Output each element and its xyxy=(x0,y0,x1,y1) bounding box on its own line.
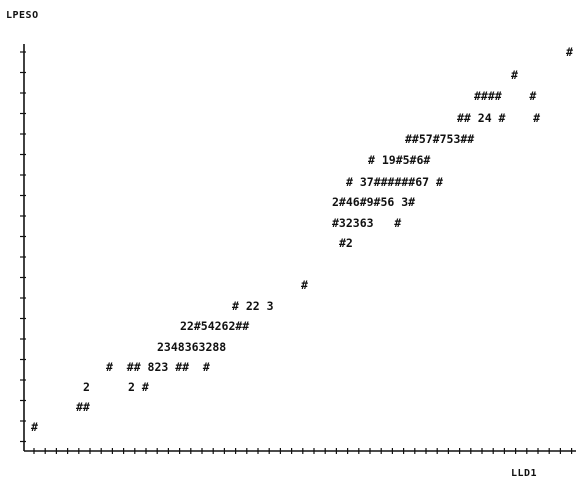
plot-point-row: # 22 3 xyxy=(232,299,274,313)
plot-point-row: 2348363288 xyxy=(157,340,226,354)
plot-point-row: ## xyxy=(76,400,90,414)
plot-point-row: #32363 # xyxy=(332,216,401,230)
plot-point-row: # 37######67 # xyxy=(346,175,443,189)
plot-point-row: # ## 823 ## # xyxy=(106,360,210,374)
x-axis-label: LLD1 xyxy=(511,468,538,479)
plot-point-row: # xyxy=(566,45,573,59)
plot-point-row: ## 24 # # xyxy=(457,111,540,125)
plot-axes xyxy=(20,44,576,454)
plot-point-row: #### # xyxy=(474,89,536,103)
plot-point-row: 2 # xyxy=(128,380,149,394)
plot-point-row: ##57#753## xyxy=(405,132,474,146)
plot-marks: ###2 2 ## ## 823 ## #234836328822#54262##… xyxy=(31,45,573,434)
plot-point-row: # xyxy=(31,420,38,434)
plot-point-row: # xyxy=(301,278,308,292)
plot-point-row: 2#46#9#56 3# xyxy=(332,195,415,209)
plot-point-row: 2 xyxy=(83,380,90,394)
y-axis-label: LPESO xyxy=(6,10,39,21)
plot-point-row: # 19#5#6# xyxy=(368,153,430,167)
plot-point-row: 22#54262## xyxy=(180,319,249,333)
plot-point-row: # xyxy=(511,68,518,82)
plot-point-row: #2 xyxy=(339,236,353,250)
